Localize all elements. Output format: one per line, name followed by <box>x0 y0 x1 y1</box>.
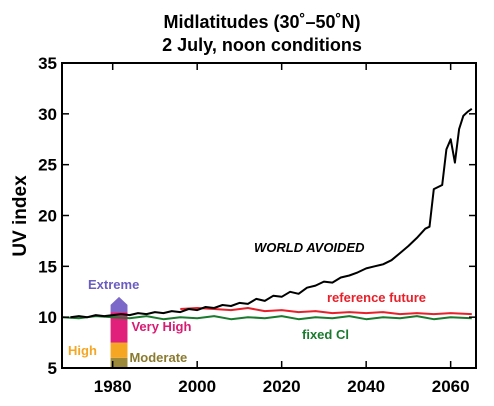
series-line-world-avoided <box>70 107 473 319</box>
y-tick-label: 25 <box>38 156 57 175</box>
x-tick-label: 2040 <box>347 377 385 396</box>
x-tick-label: 2000 <box>178 377 216 396</box>
y-tick-label: 15 <box>38 257 57 276</box>
series-label-reference-future: reference future <box>327 290 426 305</box>
category-band-high <box>110 342 128 358</box>
category-label-high: High <box>68 343 97 358</box>
category-band-extreme <box>110 296 128 313</box>
y-tick-label: 35 <box>38 54 57 73</box>
y-tick-label: 20 <box>38 207 57 226</box>
uv-category-bar <box>110 296 128 368</box>
chart-subtitle: 2 July, noon conditions <box>162 35 362 55</box>
category-band-moderate <box>110 357 128 368</box>
y-tick-label: 30 <box>38 105 57 124</box>
series-label-world-avoided: WORLD AVOIDED <box>254 240 365 255</box>
x-tick-label: 2020 <box>263 377 301 396</box>
category-label-moderate: Moderate <box>129 350 187 365</box>
series-label-fixed-cl: fixed Cl <box>302 327 349 342</box>
series-line-reference-future <box>180 307 472 316</box>
category-label-extreme: Extreme <box>88 277 139 292</box>
x-tick-label: 2060 <box>432 377 470 396</box>
series-group <box>61 107 473 321</box>
y-axis-label: UV index <box>10 175 31 257</box>
y-tick-label: 10 <box>38 308 57 327</box>
series-line-fixed-cl <box>61 315 472 321</box>
x-tick-label: 1980 <box>94 377 132 396</box>
y-tick-label: 5 <box>48 359 57 378</box>
category-band-very-high <box>110 312 128 343</box>
chart-title: Midlatitudes (30˚–50˚N) <box>163 12 360 32</box>
category-label-very-high: Very High <box>131 319 191 334</box>
axis-ticks: 1980 2000 2020 2040 2060 5 10 15 20 25 30 35 <box>38 54 476 396</box>
